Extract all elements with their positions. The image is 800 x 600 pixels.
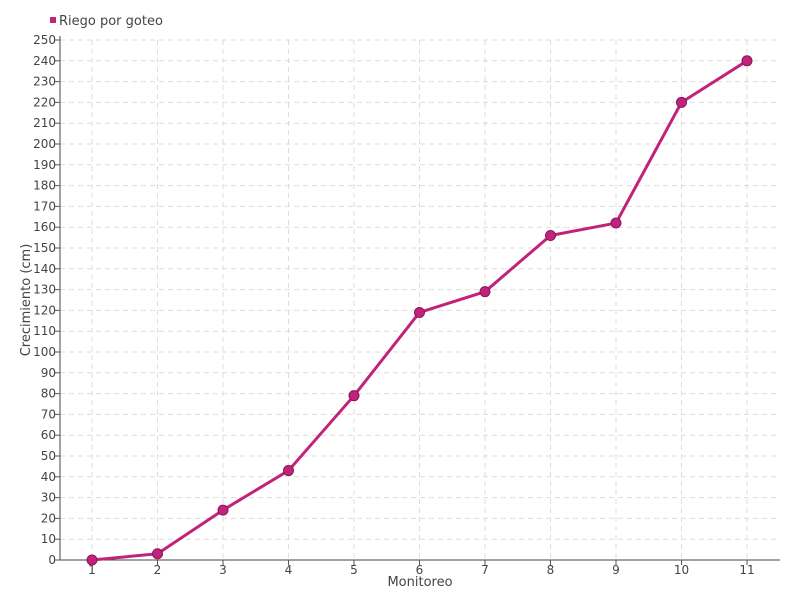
y-tick-label: 220: [33, 95, 56, 109]
data-point: [86, 554, 98, 566]
y-tick-label: 170: [33, 199, 56, 213]
data-point: [676, 96, 687, 108]
legend-label: Riego por goteo: [59, 14, 163, 29]
y-tick-label: 160: [33, 220, 56, 234]
y-tick-label: 50: [41, 449, 56, 463]
y-tick-label: 180: [33, 179, 56, 193]
legend: Riego por goteo: [50, 14, 163, 29]
data-point: [741, 55, 753, 67]
y-tick-label: 230: [33, 75, 56, 89]
y-tick-label: 250: [33, 33, 56, 47]
y-tick-label: 20: [41, 511, 56, 525]
y-tick-label: 130: [33, 283, 56, 297]
x-tick-label: 5: [350, 563, 358, 577]
y-tick-label: 150: [33, 241, 56, 255]
x-tick-label: 2: [154, 563, 162, 577]
y-tick-label: 100: [33, 345, 56, 359]
y-tick-label: 80: [41, 387, 56, 401]
y-tick-label: 240: [33, 54, 56, 68]
y-tick-label: 210: [33, 116, 56, 130]
y-axis-ticks: 0 10 20 30 40 50 60 70 80 90 100 110 120 130 140 150 160…: [33, 33, 60, 567]
x-tick-label: 4: [285, 563, 293, 577]
y-tick-label: 60: [41, 428, 56, 442]
data-point: [217, 504, 229, 516]
y-tick-label: 140: [33, 262, 56, 276]
x-tick-label: 9: [612, 563, 620, 577]
y-tick-label: 90: [41, 366, 56, 380]
y-tick-label: 40: [41, 470, 56, 484]
x-tick-label: 11: [739, 563, 754, 577]
x-tick-label: 10: [674, 563, 689, 577]
x-tick-label: 8: [547, 563, 555, 577]
y-axis-title: Crecimiento (cm): [19, 244, 34, 357]
data-point: [610, 217, 622, 229]
data-point: [283, 465, 294, 477]
x-axis-ticks: 1 2 3 4 5 6 7 8 9 10 11: [88, 560, 755, 577]
x-tick-label: 6: [416, 563, 424, 577]
data-point: [414, 306, 425, 318]
y-tick-label: 70: [41, 407, 56, 421]
data-point: [348, 390, 360, 402]
data-point: [152, 548, 163, 560]
data-point: [545, 230, 556, 242]
y-tick-label: 190: [33, 158, 56, 172]
legend-swatch: [50, 17, 56, 23]
y-tick-label: 110: [33, 324, 56, 338]
y-tick-label: 30: [41, 491, 56, 505]
y-tick-label: 120: [33, 303, 56, 317]
x-tick-label: 7: [481, 563, 489, 577]
y-tick-label: 0: [48, 553, 56, 567]
x-tick-label: 3: [219, 563, 227, 577]
y-tick-label: 10: [41, 532, 56, 546]
series-layer: [86, 55, 753, 566]
y-tick-label: 200: [33, 137, 56, 151]
data-point: [479, 286, 491, 298]
x-axis-title: Monitoreo: [387, 575, 452, 590]
grid: [60, 39, 780, 560]
x-tick-label: 1: [88, 563, 96, 577]
